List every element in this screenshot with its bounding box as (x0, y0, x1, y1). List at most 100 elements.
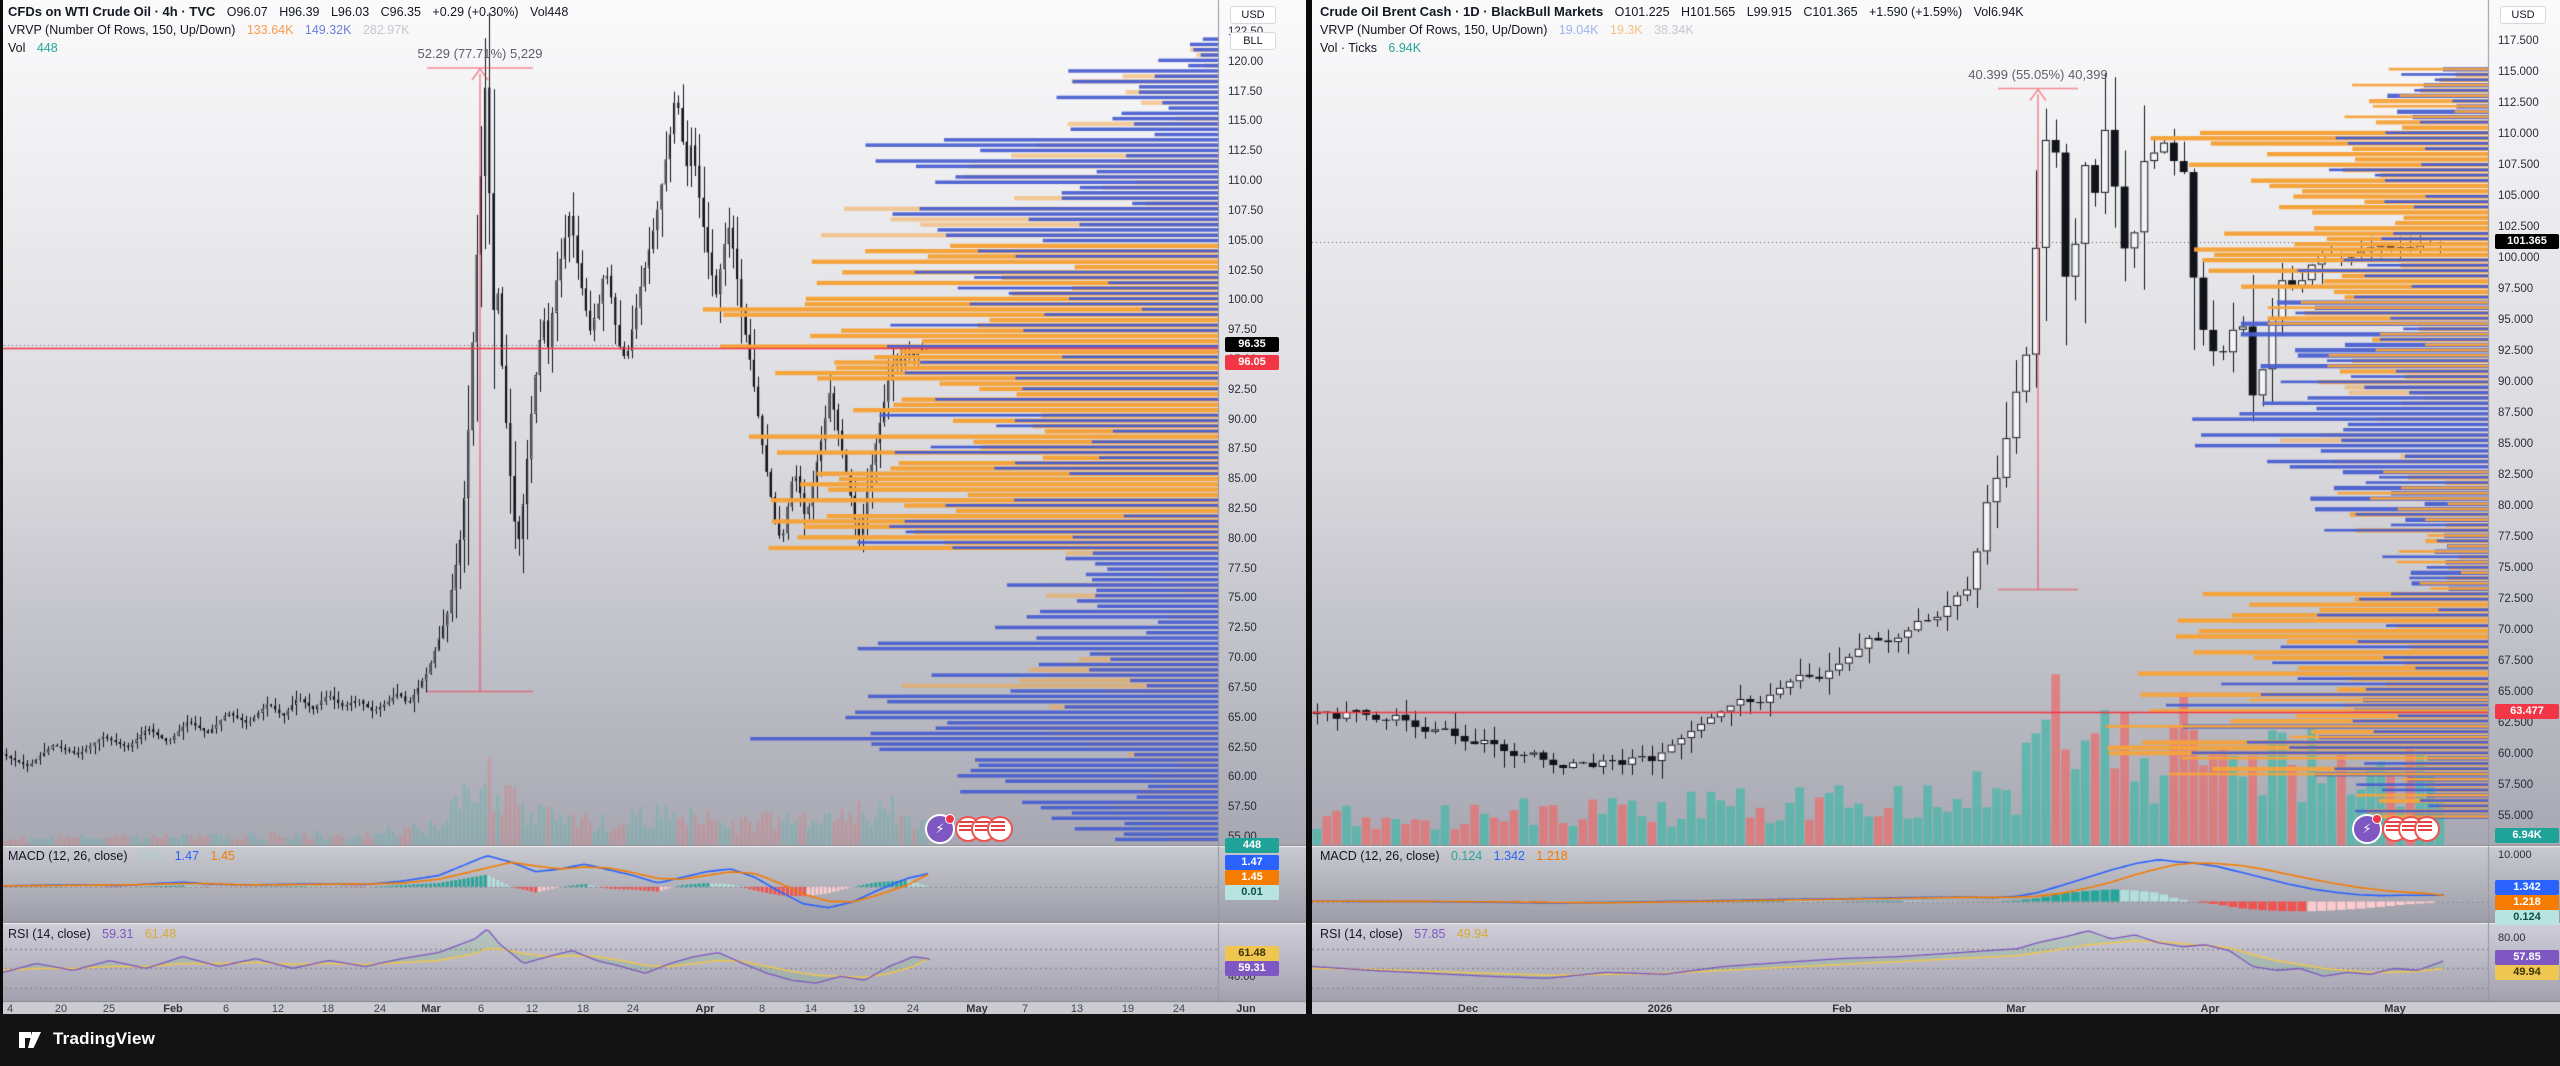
brent-price-range-label[interactable]: 40.399 (55.05%) 40,399 (1968, 66, 2108, 82)
time-axis-label: May (2384, 1003, 2406, 1014)
price-axis-tick: 110.00 (1228, 175, 1263, 187)
time-axis-label: Jun (1236, 1003, 1256, 1014)
macd-hist-chip: 0.124 (2495, 910, 2559, 925)
alert-price-chip: 96.05 (1225, 355, 1279, 370)
price-axis-tick: 80.00 (1228, 533, 1257, 545)
notification-dot (945, 814, 955, 824)
price-axis-tick: 102.500 (2498, 221, 2540, 233)
wti-price-range-label[interactable]: 52.29 (77.71%) 5,229 (417, 45, 543, 61)
price-axis-tick: 90.000 (2498, 376, 2534, 388)
macd-hist-chip: 0.01 (1225, 885, 1279, 900)
time-axis-label: 2026 (1647, 1003, 1673, 1014)
time-axis-label: 20 (54, 1003, 68, 1014)
time-axis-label: May (966, 1003, 988, 1014)
time-axis-label: 24 (373, 1003, 387, 1014)
event-flag-icon[interactable] (987, 816, 1013, 842)
time-axis-label: 24 (906, 1003, 920, 1014)
price-axis-tick: 60.00 (1228, 771, 1257, 783)
price-axis-tick: 85.000 (2498, 438, 2534, 450)
rsi-ma-chip: 61.48 (1225, 946, 1279, 961)
currency-chip-usd[interactable]: USD (1230, 6, 1276, 24)
price-axis-tick: 100.000 (2498, 252, 2540, 264)
brent-chart-canvas[interactable] (1312, 0, 2560, 1014)
price-axis-tick: 75.00 (1228, 592, 1257, 604)
time-axis-label: 12 (271, 1003, 285, 1014)
price-axis-tick: 107.500 (2498, 159, 2540, 171)
time-axis-label: 7 (1021, 1003, 1029, 1014)
time-axis-label: 6 (222, 1003, 230, 1014)
time-axis-label: Dec (1457, 1003, 1479, 1014)
price-axis-tick: 115.00 (1228, 115, 1263, 127)
price-axis-tick: 117.500 (2498, 35, 2539, 47)
price-axis-tick: 100.00 (1228, 294, 1264, 306)
tradingview-logo[interactable]: TradingView (16, 1025, 155, 1053)
wti-chart-canvas[interactable] (0, 0, 1306, 1014)
alert-price-chip: 63.477 (2495, 704, 2559, 719)
price-axis-tick: 57.500 (2498, 779, 2534, 791)
price-axis-tick: 90.00 (1228, 414, 1257, 426)
price-axis-tick: 75.000 (2498, 562, 2534, 574)
price-axis-tick: 62.50 (1228, 742, 1257, 754)
ideas-lightning-icon[interactable]: ⚡ (925, 814, 955, 844)
price-axis-tick: 85.00 (1228, 473, 1257, 485)
tradingview-logo-icon (19, 1032, 41, 1048)
brand-name: TradingView (53, 1029, 156, 1048)
time-axis-label: Mar (421, 1003, 441, 1014)
macd-signal-chip: 1.45 (1225, 870, 1279, 885)
time-axis-label: Feb (1832, 1003, 1852, 1014)
price-axis-tick: 102.50 (1228, 265, 1264, 277)
price-axis-tick: 97.50 (1228, 324, 1257, 336)
time-axis-label: 14 (804, 1003, 818, 1014)
price-axis-tick: 82.50 (1228, 503, 1257, 515)
price-axis-tick: 117.50 (1228, 86, 1263, 98)
ideas-lightning-icon[interactable]: ⚡ (2352, 814, 2382, 844)
price-axis-tick: 110.000 (2498, 128, 2539, 140)
last-price-chip: 101.365 (2495, 234, 2559, 249)
rsi-scale-label: 80.00 (2498, 931, 2526, 944)
time-axis-label: 19 (852, 1003, 866, 1014)
event-flag-icon[interactable] (2414, 816, 2440, 842)
macd-line-chip: 1.342 (2495, 880, 2559, 895)
price-axis-tick: 77.50 (1228, 563, 1257, 575)
time-axis-label: 6 (477, 1003, 485, 1014)
price-axis-tick: 77.500 (2498, 531, 2534, 543)
price-axis-tick: 120.00 (1228, 56, 1264, 68)
price-axis-tick: 67.500 (2498, 655, 2534, 667)
time-axis-label: 4 (6, 1003, 14, 1014)
time-axis-label: 19 (1121, 1003, 1135, 1014)
price-axis-tick: 70.00 (1228, 652, 1257, 664)
time-axis-label: Feb (163, 1003, 183, 1014)
brent-chart-panel: Crude Oil Brent Cash · 1D · BlackBull Ma… (1312, 0, 2560, 1014)
price-axis-tick: 95.000 (2498, 314, 2534, 326)
left-edge-border (0, 0, 3, 1014)
price-axis-tick: 87.50 (1228, 443, 1257, 455)
time-axis-label: Mar (2006, 1003, 2026, 1014)
price-axis-tick: 92.500 (2498, 345, 2534, 357)
price-axis-tick: 65.000 (2498, 686, 2534, 698)
time-axis-label: 24 (1172, 1003, 1186, 1014)
wti-chart-panel: CFDs on WTI Crude Oil · 4h · TVC O96.07 … (0, 0, 1306, 1014)
price-axis-tick: 72.50 (1228, 622, 1257, 634)
price-axis-tick: 70.000 (2498, 624, 2534, 636)
price-axis-tick: 60.000 (2498, 748, 2534, 760)
footer-bar: TradingView (0, 1014, 2560, 1066)
price-axis-tick: 65.00 (1228, 712, 1257, 724)
price-axis-tick: 92.50 (1228, 384, 1257, 396)
rsi-line-chip: 59.31 (1225, 961, 1279, 976)
price-axis-tick: 82.500 (2498, 469, 2534, 481)
price-axis-tick: 62.500 (2498, 717, 2534, 729)
time-axis-label: 8 (758, 1003, 766, 1014)
time-axis-label: Apr (695, 1003, 715, 1014)
time-axis-label: 18 (321, 1003, 335, 1014)
rsi-line-chip: 57.85 (2495, 950, 2559, 965)
currency-chip-usd[interactable]: USD (2500, 6, 2546, 24)
price-axis-tick: 112.50 (1228, 145, 1263, 157)
macd-scale-label: 10.000 (2498, 849, 2532, 861)
notification-dot (2372, 814, 2382, 824)
price-axis-tick: 87.500 (2498, 407, 2534, 419)
panel-divider[interactable] (1306, 0, 1312, 1014)
unit-chip-bll[interactable]: BLL (1230, 32, 1276, 50)
volume-axis-badge: 6.94K (2495, 828, 2559, 843)
price-axis-tick: 107.50 (1228, 205, 1264, 217)
